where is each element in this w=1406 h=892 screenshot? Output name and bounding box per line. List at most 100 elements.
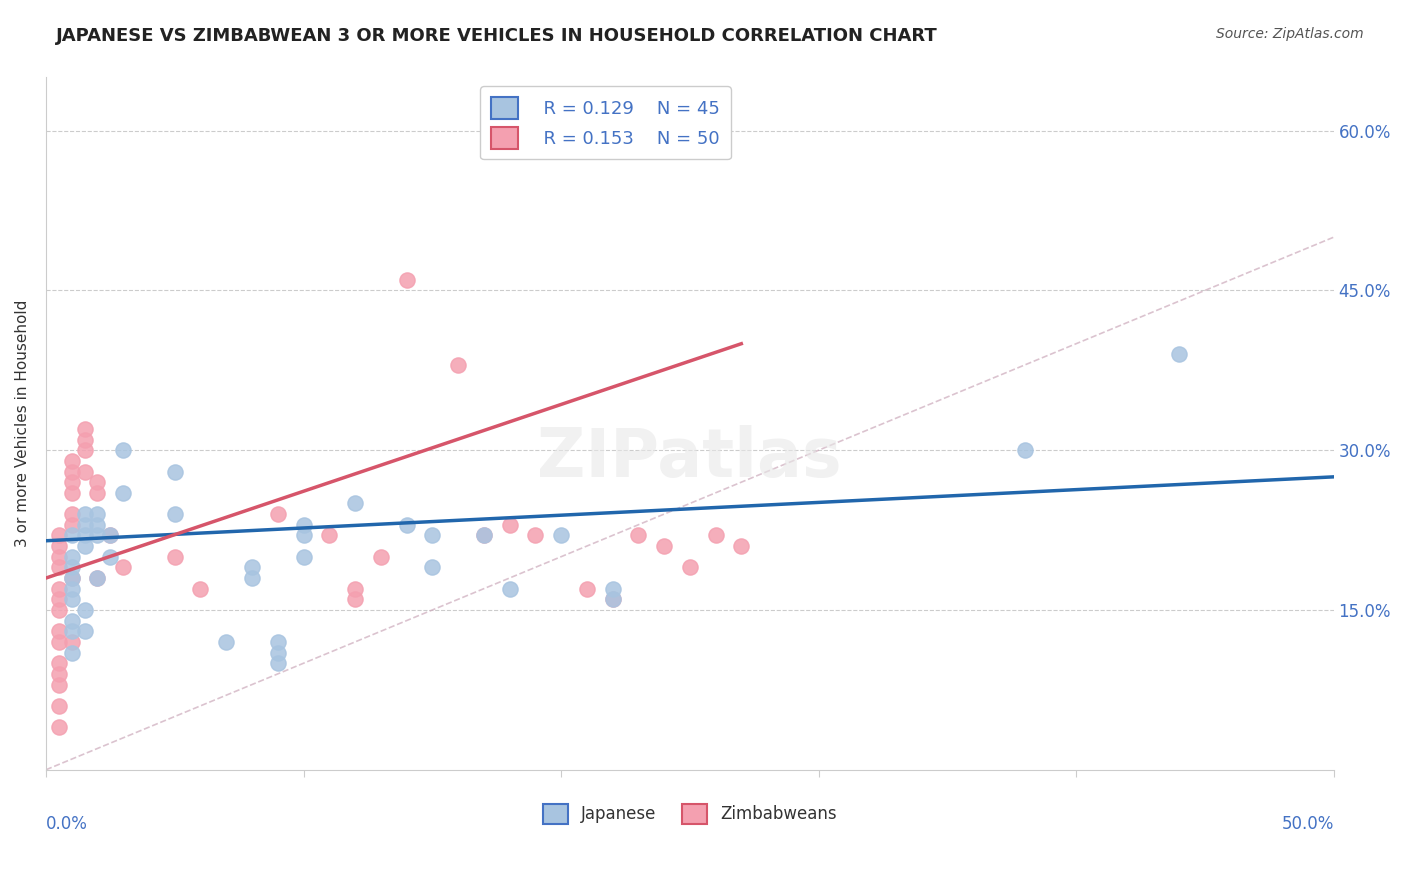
Point [292,549,315,564]
Text: 0.0%: 0.0% [46,814,87,833]
Point [60,517,83,532]
Point [163,465,186,479]
Point [48,539,70,553]
Point [498,582,520,596]
Point [163,507,186,521]
Point [48,582,70,596]
Point [86,571,108,585]
Point [60,571,83,585]
Point [60,528,83,542]
Point [98,528,121,542]
Point [420,528,443,542]
Point [48,560,70,574]
Point [48,698,70,713]
Point [627,528,650,542]
Point [86,571,108,585]
Point [395,273,418,287]
Point [575,582,598,596]
Point [60,635,83,649]
Point [73,443,96,458]
Point [190,582,212,596]
Point [395,517,418,532]
Text: Source: ZipAtlas.com: Source: ZipAtlas.com [1216,27,1364,41]
Point [112,443,135,458]
Point [86,517,108,532]
Point [73,603,96,617]
Point [73,624,96,639]
Point [343,582,366,596]
Point [60,549,83,564]
Point [73,433,96,447]
Point [48,677,70,691]
Point [73,465,96,479]
Point [86,485,108,500]
Point [60,465,83,479]
Point [48,603,70,617]
Point [73,422,96,436]
Point [215,635,238,649]
Point [343,592,366,607]
Point [420,560,443,574]
Point [86,528,108,542]
Point [48,528,70,542]
Point [524,528,547,542]
Point [60,475,83,490]
Point [240,571,263,585]
Point [60,454,83,468]
Point [98,549,121,564]
Point [60,614,83,628]
Point [447,358,470,372]
Point [73,539,96,553]
Point [48,592,70,607]
Point [370,549,392,564]
Point [112,485,135,500]
Point [704,528,727,542]
Point [60,582,83,596]
Point [60,571,83,585]
Point [267,657,290,671]
Point [60,507,83,521]
Y-axis label: 3 or more Vehicles in Household: 3 or more Vehicles in Household [15,300,30,548]
Point [267,635,290,649]
Point [60,624,83,639]
Point [292,528,315,542]
Text: ZIPatlas: ZIPatlas [537,425,842,491]
Point [86,475,108,490]
Point [163,549,186,564]
Text: 50.0%: 50.0% [1281,814,1334,833]
Point [112,560,135,574]
Point [267,507,290,521]
Point [48,657,70,671]
Point [48,549,70,564]
Point [602,582,624,596]
Point [48,624,70,639]
Point [86,507,108,521]
Point [1168,347,1191,361]
Point [73,528,96,542]
Point [60,485,83,500]
Point [550,528,572,542]
Point [240,560,263,574]
Point [73,517,96,532]
Point [472,528,495,542]
Point [292,517,315,532]
Point [1014,443,1036,458]
Point [472,528,495,542]
Point [343,496,366,510]
Text: JAPANESE VS ZIMBABWEAN 3 OR MORE VEHICLES IN HOUSEHOLD CORRELATION CHART: JAPANESE VS ZIMBABWEAN 3 OR MORE VEHICLE… [56,27,938,45]
Point [652,539,675,553]
Point [267,646,290,660]
Point [679,560,702,574]
Point [48,666,70,681]
Point [498,517,520,532]
Point [48,635,70,649]
Point [48,720,70,734]
Point [60,560,83,574]
Legend: Japanese, Zimbabweans: Japanese, Zimbabweans [536,797,844,830]
Point [602,592,624,607]
Point [730,539,752,553]
Point [60,646,83,660]
Point [602,592,624,607]
Point [98,528,121,542]
Point [60,592,83,607]
